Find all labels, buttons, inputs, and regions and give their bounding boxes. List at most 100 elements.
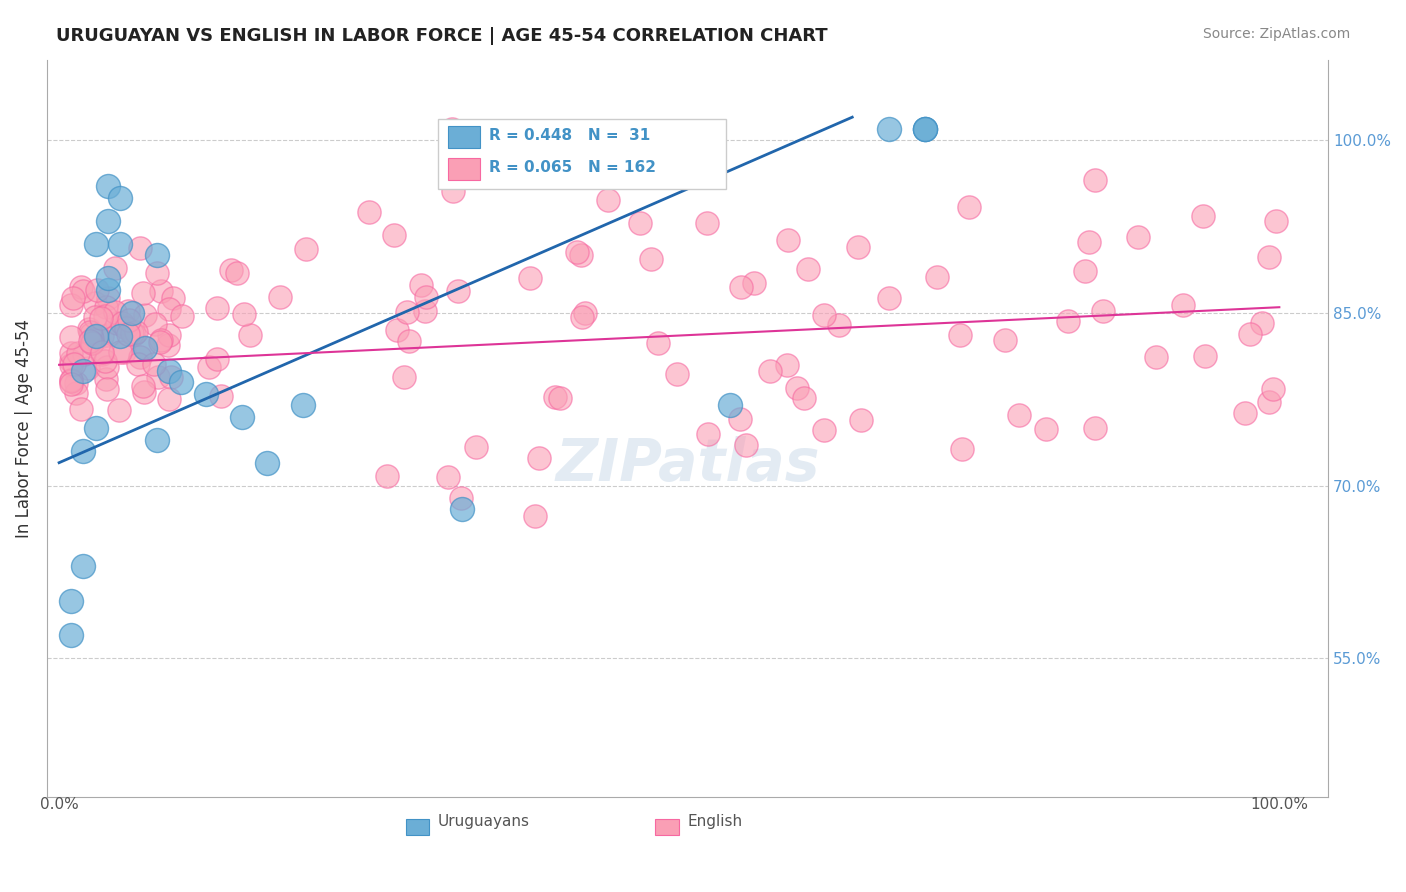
Point: [96, 359, 118, 374]
Point: [77, 322, 100, 336]
Point: [778, 233, 800, 247]
Bar: [437, 119, 725, 188]
Point: [1192, 209, 1215, 223]
Point: [97, 271, 120, 285]
Point: [60, 330, 83, 344]
Point: [846, 240, 869, 254]
Point: [72, 284, 94, 298]
Point: [1194, 349, 1216, 363]
Point: [60, 374, 83, 388]
Bar: [406, 819, 429, 835]
Point: [157, 363, 180, 377]
Point: [1250, 316, 1272, 330]
Point: [630, 216, 652, 230]
Point: [1057, 313, 1080, 327]
Point: [80, 335, 103, 350]
Point: [86, 283, 108, 297]
Point: [205, 351, 228, 366]
Point: [117, 304, 139, 318]
Point: [1257, 395, 1279, 409]
Point: [1261, 382, 1284, 396]
Point: [65, 385, 87, 400]
Point: [256, 456, 278, 470]
Text: URUGUAYAN VS ENGLISH IN LABOR FORCE | AGE 45-54 CORRELATION CHART: URUGUAYAN VS ENGLISH IN LABOR FORCE | AG…: [56, 27, 828, 45]
Point: [108, 345, 131, 359]
Point: [565, 245, 588, 260]
Point: [927, 269, 949, 284]
Point: [60, 358, 83, 372]
Bar: [449, 158, 479, 180]
Point: [1258, 250, 1281, 264]
Point: [392, 369, 415, 384]
Point: [108, 191, 131, 205]
Point: [735, 438, 758, 452]
Point: [70, 402, 93, 417]
Point: [209, 388, 232, 402]
Point: [86, 329, 108, 343]
Point: [730, 280, 752, 294]
Point: [759, 363, 782, 377]
Bar: [655, 819, 679, 835]
Point: [949, 327, 972, 342]
Point: [104, 305, 127, 319]
Point: [1126, 230, 1149, 244]
Point: [97, 328, 120, 343]
Point: [79, 326, 101, 340]
Point: [640, 252, 662, 267]
Point: [718, 398, 741, 412]
Point: [132, 378, 155, 392]
Point: [415, 289, 437, 303]
Point: [128, 241, 150, 255]
Point: [143, 317, 166, 331]
Point: [60, 353, 83, 368]
Point: [441, 185, 464, 199]
Point: [450, 491, 472, 505]
Point: [797, 262, 820, 277]
Point: [647, 335, 669, 350]
Point: [80, 332, 103, 346]
Point: [226, 266, 249, 280]
Point: [72, 444, 94, 458]
Point: [134, 308, 156, 322]
Point: [97, 292, 120, 306]
Text: Source: ZipAtlas.com: Source: ZipAtlas.com: [1202, 27, 1350, 41]
Point: [776, 358, 799, 372]
Point: [574, 306, 596, 320]
Point: [440, 121, 463, 136]
Point: [239, 328, 262, 343]
Text: ZIPatlas: ZIPatlas: [555, 436, 820, 493]
Point: [194, 386, 217, 401]
Point: [84, 236, 107, 251]
Point: [145, 248, 167, 262]
Point: [914, 121, 936, 136]
Point: [1264, 213, 1286, 227]
Point: [569, 137, 592, 152]
Point: [396, 305, 419, 319]
Point: [60, 594, 83, 608]
Point: [409, 277, 432, 292]
Point: [157, 327, 180, 342]
Text: 0.0%: 0.0%: [39, 797, 79, 812]
Point: [450, 501, 472, 516]
Point: [398, 334, 420, 348]
Point: [149, 334, 172, 349]
Point: [72, 363, 94, 377]
Point: [60, 374, 83, 388]
Point: [994, 334, 1017, 348]
Point: [112, 319, 135, 334]
Point: [90, 310, 112, 325]
Point: [877, 291, 900, 305]
Point: [1035, 422, 1057, 436]
Point: [104, 261, 127, 276]
Point: [665, 368, 688, 382]
Point: [1234, 406, 1257, 420]
Point: [125, 325, 148, 339]
Point: [170, 375, 193, 389]
Point: [84, 296, 107, 310]
Point: [950, 442, 973, 457]
Point: [79, 334, 101, 348]
Point: [124, 326, 146, 341]
Text: R = 0.448   N =  31: R = 0.448 N = 31: [489, 128, 650, 143]
Point: [696, 217, 718, 231]
Point: [108, 236, 131, 251]
